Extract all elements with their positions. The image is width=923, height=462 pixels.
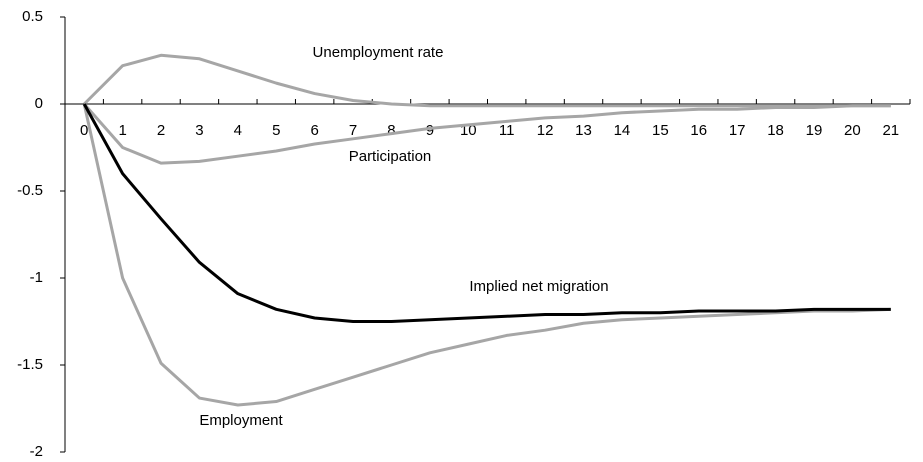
x-tick-label: 8 <box>387 122 395 139</box>
x-tick-label: 7 <box>349 122 357 139</box>
series-line <box>82 103 891 323</box>
x-tick-label: 6 <box>310 122 318 139</box>
x-tick-label: 3 <box>195 122 203 139</box>
x-tick-label: 19 <box>806 122 823 139</box>
x-tick-label: 1 <box>118 122 126 139</box>
series-line <box>82 103 891 407</box>
y-tick-label: -0.5 <box>17 182 43 199</box>
x-tick-label: 5 <box>272 122 280 139</box>
x-tick-label: 15 <box>652 122 669 139</box>
series-label: Employment <box>199 412 283 429</box>
y-tick-label: -2 <box>30 443 43 460</box>
series-label: Participation <box>349 148 432 165</box>
x-tick-label: 16 <box>690 122 707 139</box>
series-label: Implied net migration <box>469 278 608 295</box>
x-tick-label: 2 <box>157 122 165 139</box>
x-tick-label: 12 <box>537 122 554 139</box>
x-tick-label: 21 <box>882 122 899 139</box>
y-tick-label: 0.5 <box>22 8 43 25</box>
x-tick-label: 9 <box>426 122 434 139</box>
series-line <box>83 103 891 165</box>
x-tick-label: 4 <box>234 122 242 139</box>
x-tick-label: 0 <box>80 122 88 139</box>
x-tick-label: 13 <box>575 122 592 139</box>
x-tick-label: 18 <box>767 122 784 139</box>
x-tick-label: 20 <box>844 122 861 139</box>
series-line <box>83 53 891 108</box>
x-tick-label: 11 <box>499 122 515 139</box>
series-label: Unemployment rate <box>313 44 444 61</box>
x-tick-label: 17 <box>729 122 746 139</box>
y-tick-label: 0 <box>35 95 43 112</box>
y-tick-label: -1.5 <box>17 356 43 373</box>
x-tick-label: 14 <box>614 122 631 139</box>
y-tick-label: -1 <box>30 269 43 286</box>
